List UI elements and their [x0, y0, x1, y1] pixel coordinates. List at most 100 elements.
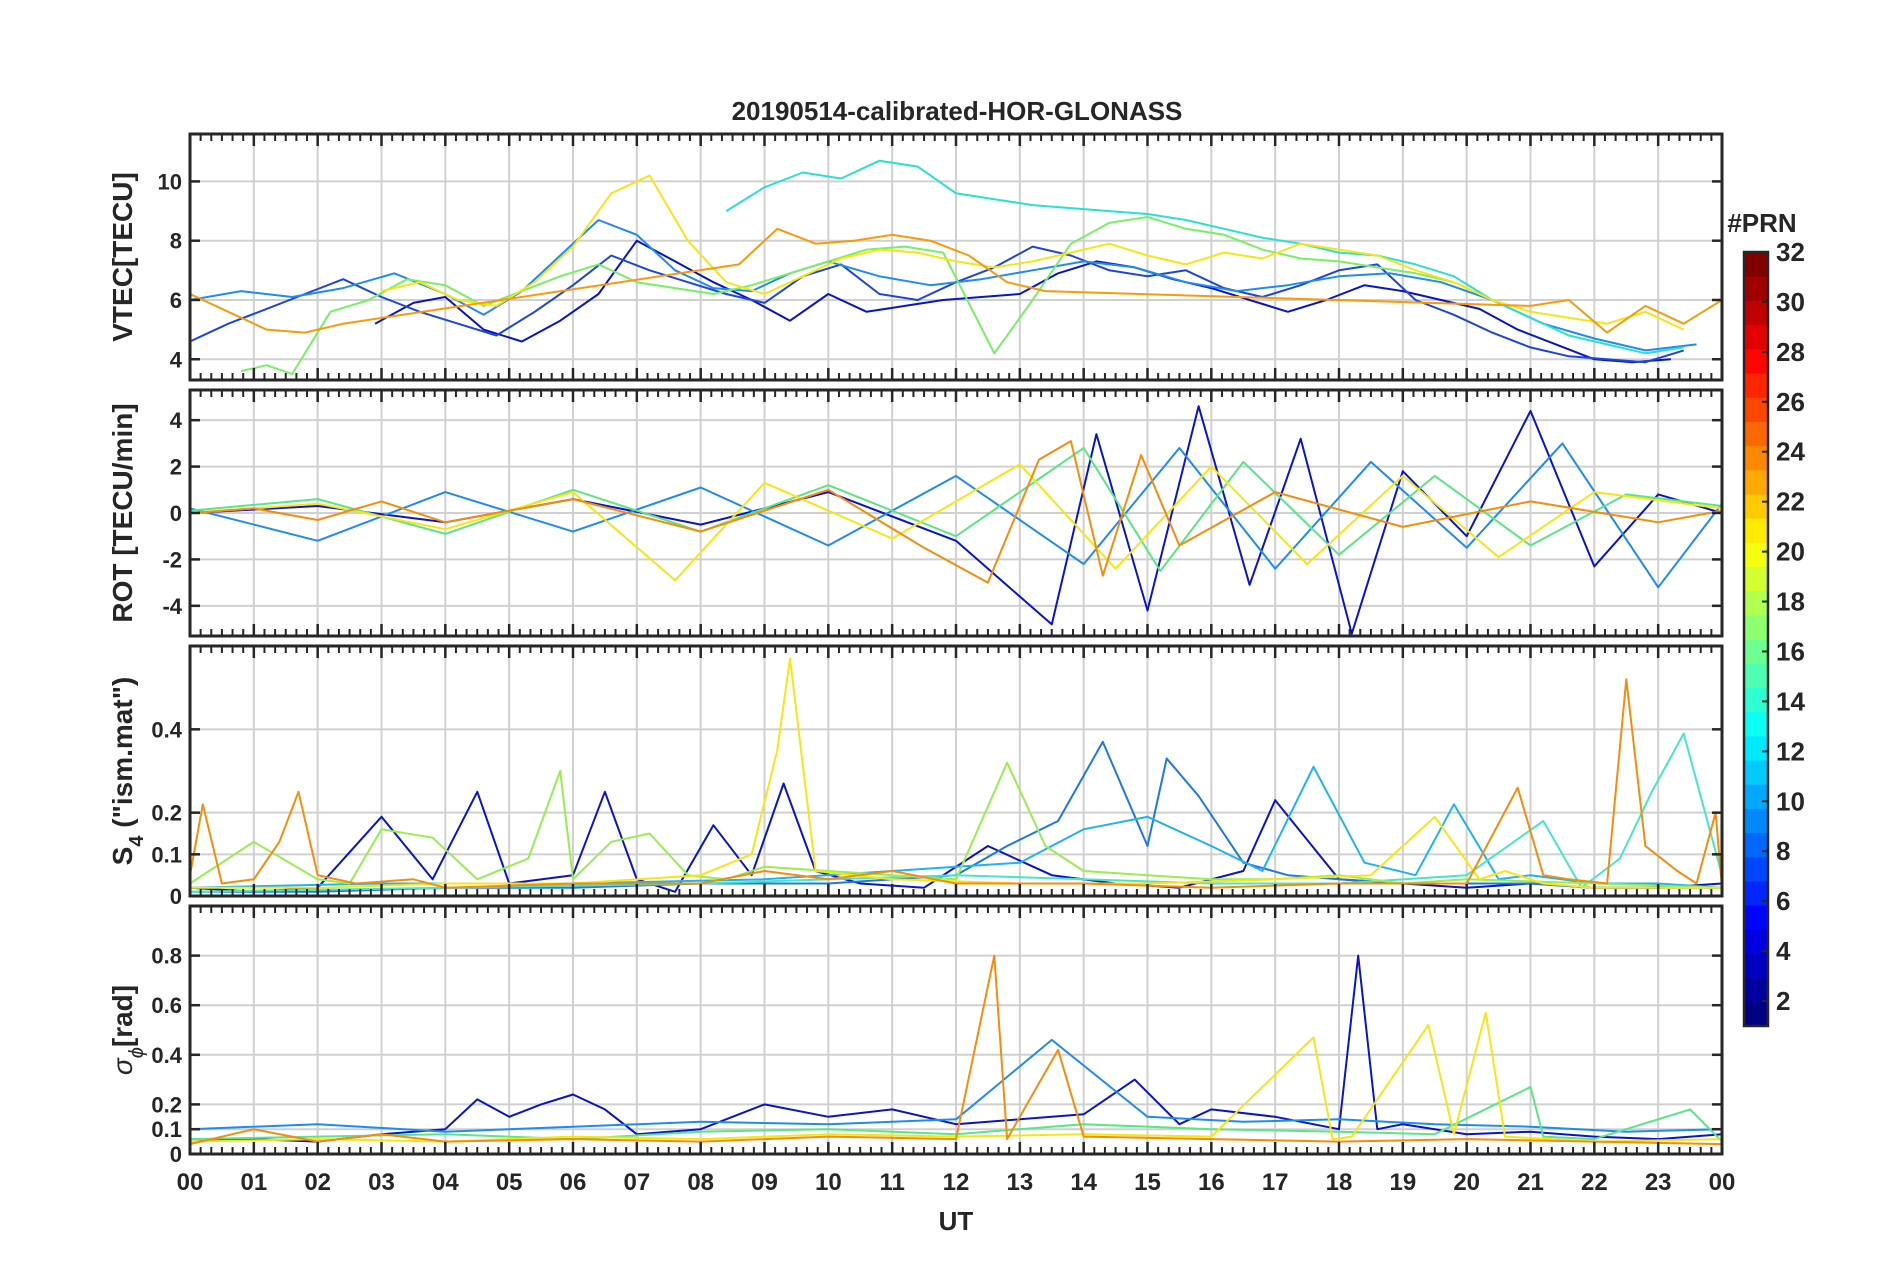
colorbar-segment	[1744, 1001, 1768, 1027]
series-line-prn-17	[240, 216, 1455, 376]
series-group	[190, 954, 1722, 1146]
y-label-sub: ϕ	[126, 1047, 148, 1058]
colorbar-tick-label: 32	[1776, 237, 1805, 267]
series-group	[190, 159, 1722, 376]
colorbar-segment	[1744, 953, 1768, 979]
colorbar-segment	[1744, 372, 1768, 398]
x-tick-label: 02	[304, 1169, 331, 1196]
colorbar-segment	[1744, 687, 1768, 713]
x-tick-label: 08	[687, 1169, 714, 1196]
series-line-prn-10	[190, 442, 1722, 589]
y-tick-label: 0.8	[151, 944, 182, 969]
colorbar-tick-label: 22	[1776, 487, 1805, 517]
x-tick-label: 14	[1070, 1169, 1097, 1196]
series-line-prn-6	[190, 245, 1684, 364]
colorbar-tick-label: 18	[1776, 587, 1805, 617]
x-tick-label: 19	[1389, 1169, 1416, 1196]
colorbar-segment	[1744, 348, 1768, 374]
colorbar-segment	[1744, 711, 1768, 737]
x-tick-label: 06	[560, 1169, 587, 1196]
colorbar-segment	[1744, 421, 1768, 447]
chart-title: 20190514-calibrated-HOR-GLONASS	[732, 96, 1183, 126]
colorbar-segment	[1744, 566, 1768, 592]
colorbar-segment	[1744, 929, 1768, 955]
x-axis: 00 01 02 03 04 05 06 07 08 09 10 11 12 13 14 15 16 17 18 19…	[177, 1169, 1736, 1236]
series-line-prn-20	[381, 174, 1685, 331]
series-line-prn-20	[190, 1011, 1722, 1143]
x-tick-label: 10	[815, 1169, 842, 1196]
axes-frame	[188, 644, 1724, 898]
colorbar-segment	[1744, 276, 1768, 301]
colorbar-label: #PRN	[1727, 208, 1796, 238]
colorbar-segment	[1744, 590, 1768, 616]
colorbar-tick-label: 16	[1776, 636, 1805, 666]
y-tick-label: 0.1	[151, 1117, 182, 1142]
y-axis-label: ROT [TECU/min]	[107, 403, 138, 622]
colorbar-segment	[1744, 905, 1768, 930]
colorbar-segment	[1744, 542, 1768, 568]
y-tick-label: 0	[170, 1142, 182, 1167]
x-tick-label: 00	[177, 1169, 204, 1196]
y-tick-label: 10	[158, 169, 182, 194]
series-line-prn-23	[190, 954, 1722, 1146]
x-tick-label: 04	[432, 1169, 459, 1196]
x-tick-label: 21	[1517, 1169, 1544, 1196]
colorbar-tick-label: 30	[1776, 287, 1805, 317]
x-tick-label: 16	[1198, 1169, 1225, 1196]
y-tick-label: 0.1	[151, 842, 182, 867]
x-tick-label: 12	[943, 1169, 970, 1196]
y-tick-label: 4	[170, 408, 183, 433]
x-tick-label: 22	[1581, 1169, 1608, 1196]
y-label-rest: [rad]	[107, 985, 138, 1047]
x-tick-label: 11	[879, 1169, 904, 1196]
colorbar-tick-label: 20	[1776, 537, 1805, 567]
colorbar-segment	[1744, 832, 1768, 858]
y-tick-label: -2	[162, 547, 182, 572]
y-label-sub: 4	[126, 835, 148, 847]
y-tick-label: 0	[170, 884, 182, 909]
colorbar-tick-label: 6	[1776, 886, 1790, 916]
panel-s4: 00.10.20.4S4 ("ism.mat")	[107, 644, 1724, 909]
x-tick-label: 17	[1262, 1169, 1289, 1196]
series-line-prn-23	[190, 227, 1722, 334]
colorbar-segment	[1744, 759, 1768, 785]
x-tick-label: 15	[1134, 1169, 1161, 1196]
colorbar-tick-label: 4	[1776, 936, 1791, 966]
y-tick-label: 0.2	[151, 801, 182, 826]
y-label-rest: ("ism.mat")	[107, 677, 138, 836]
colorbar-segment	[1744, 735, 1768, 761]
colorbar-frame	[1742, 250, 1770, 1028]
y-tick-label: 6	[170, 288, 182, 313]
colorbar-tick-label: 14	[1776, 686, 1805, 716]
y-tick-label: 8	[170, 229, 182, 254]
colorbar-tick-label: 12	[1776, 736, 1805, 766]
y-tick-label: -4	[162, 594, 182, 619]
x-tick-label: 05	[496, 1169, 523, 1196]
y-axis-label: S4 ("ism.mat")	[107, 677, 148, 866]
x-tick-label: 23	[1645, 1169, 1672, 1196]
y-axis-label: σϕ[rad]	[107, 985, 148, 1075]
series-group	[190, 657, 1722, 893]
series-group	[190, 405, 1722, 635]
x-tick-label: 00	[1709, 1169, 1736, 1196]
colorbar-segment	[1744, 252, 1768, 277]
panel-sigma_phi: 00.10.20.40.60.8σϕ[rad]	[107, 904, 1724, 1167]
y-tick-label: 4	[170, 347, 183, 372]
colorbar-segment	[1744, 518, 1768, 543]
colorbar-segment	[1744, 324, 1768, 350]
colorbar-segment	[1744, 808, 1768, 834]
colorbar-tick-label: 8	[1776, 836, 1790, 866]
colorbar-segment	[1744, 856, 1768, 882]
x-tick-label: 09	[751, 1169, 778, 1196]
colorbar-segment	[1744, 614, 1768, 640]
panel-rot: -4 -2 0 2 4 ROT [TECU/min]	[107, 388, 1724, 638]
y-label-main: S	[107, 847, 138, 866]
series-line-prn-14	[190, 732, 1722, 893]
colorbar-segment	[1744, 300, 1768, 326]
series-line-prn-14	[725, 159, 1684, 355]
colorbar-tick-label: 26	[1776, 387, 1805, 417]
y-tick-label: 2	[170, 455, 182, 480]
